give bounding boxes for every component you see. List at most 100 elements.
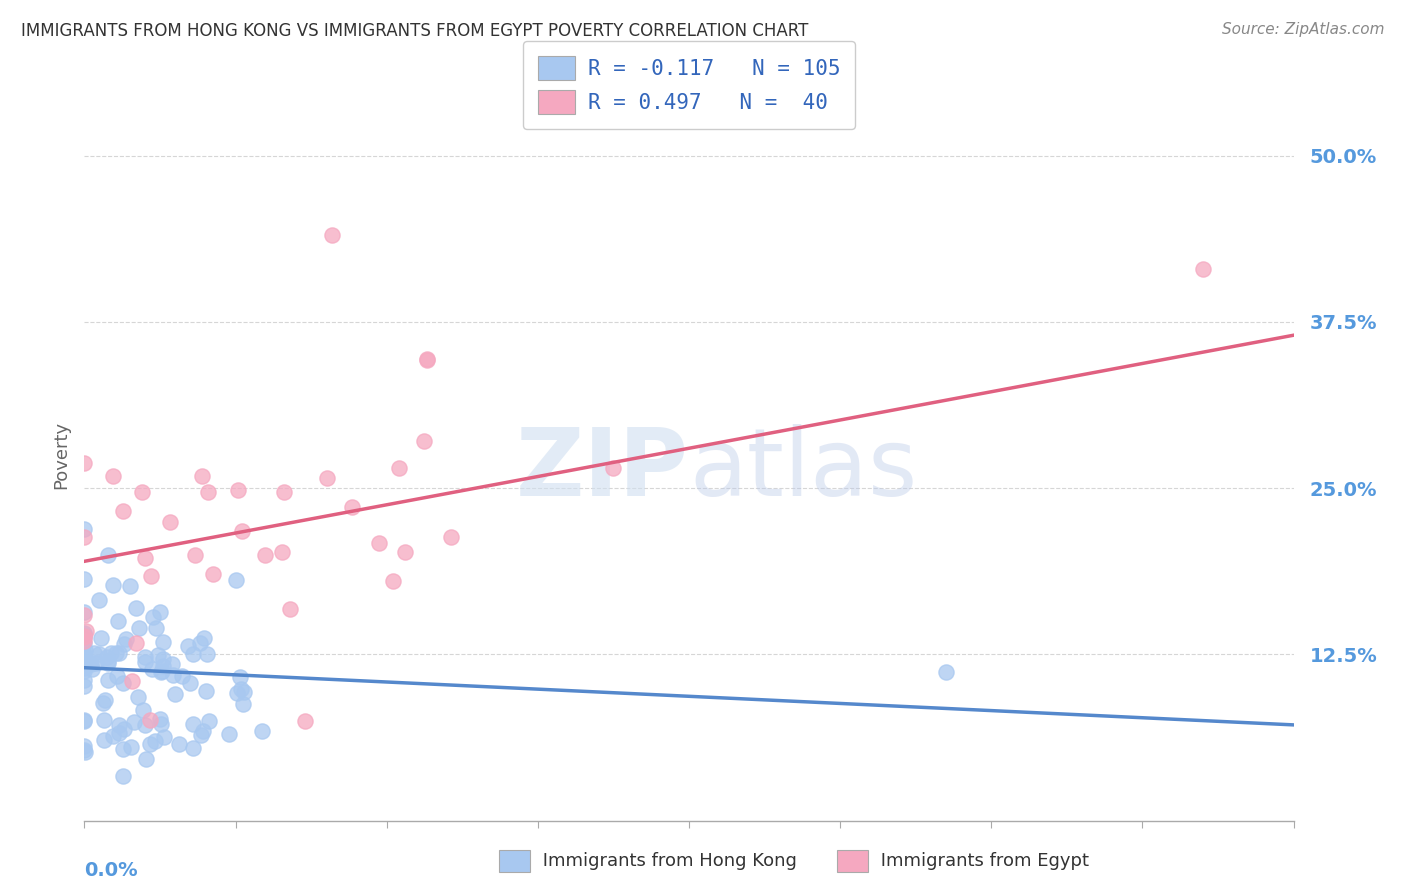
- Point: [149, 712, 172, 726]
- Point: [73, 626, 96, 640]
- Point: [197, 484, 219, 499]
- Point: [134, 551, 156, 566]
- Point: [152, 652, 174, 666]
- Point: [416, 351, 439, 366]
- Point: [73, 648, 96, 662]
- Point: [112, 637, 135, 651]
- Point: [112, 769, 135, 783]
- Point: [73, 572, 96, 586]
- Point: [416, 353, 439, 368]
- Point: [148, 648, 170, 662]
- Point: [108, 726, 131, 740]
- Point: [73, 656, 96, 670]
- Point: [193, 724, 215, 739]
- Point: [112, 503, 135, 517]
- Text: Immigrants from Egypt: Immigrants from Egypt: [875, 852, 1088, 871]
- Point: [342, 500, 364, 515]
- Point: [101, 729, 124, 743]
- Point: [394, 545, 416, 559]
- Point: [131, 485, 153, 500]
- Point: [73, 657, 96, 671]
- Point: [218, 726, 240, 740]
- Point: [149, 665, 172, 680]
- Point: [125, 636, 148, 650]
- Point: [226, 483, 249, 497]
- Point: [152, 659, 174, 673]
- Point: [135, 752, 157, 766]
- Point: [163, 687, 186, 701]
- Point: [321, 228, 343, 243]
- Point: [73, 660, 96, 674]
- Point: [253, 548, 276, 562]
- Point: [190, 728, 212, 742]
- Point: [121, 673, 143, 688]
- Point: [183, 648, 205, 662]
- Point: [104, 646, 127, 660]
- Point: [294, 714, 316, 729]
- Point: [128, 621, 150, 635]
- Point: [159, 515, 181, 529]
- Point: [87, 592, 110, 607]
- Point: [118, 578, 141, 592]
- Point: [150, 665, 173, 679]
- Point: [90, 631, 112, 645]
- Point: [381, 574, 404, 588]
- Point: [183, 740, 205, 755]
- Point: [112, 676, 135, 690]
- Point: [91, 696, 114, 710]
- Point: [388, 461, 411, 475]
- Point: [935, 665, 957, 679]
- Point: [73, 745, 96, 759]
- Point: [190, 468, 212, 483]
- Point: [193, 632, 215, 646]
- Point: [184, 549, 207, 563]
- Point: [73, 630, 96, 644]
- Point: [112, 741, 135, 756]
- Point: [1192, 261, 1215, 276]
- Point: [80, 662, 103, 676]
- Text: 0.0%: 0.0%: [84, 861, 138, 880]
- Point: [141, 662, 163, 676]
- Point: [73, 522, 96, 536]
- Point: [134, 650, 156, 665]
- Point: [141, 568, 163, 582]
- Point: [73, 636, 96, 650]
- Point: [229, 682, 252, 697]
- Point: [225, 573, 247, 587]
- Point: [179, 675, 201, 690]
- Point: [107, 646, 129, 660]
- Point: [231, 524, 253, 539]
- Point: [97, 656, 120, 670]
- Point: [143, 734, 166, 748]
- Point: [134, 655, 156, 669]
- Text: ZIP: ZIP: [516, 424, 689, 516]
- Point: [94, 693, 117, 707]
- Point: [73, 608, 96, 623]
- Legend: R = -0.117   N = 105, R = 0.497   N =  40: R = -0.117 N = 105, R = 0.497 N = 40: [523, 41, 855, 128]
- Point: [278, 602, 301, 616]
- Text: Source: ZipAtlas.com: Source: ZipAtlas.com: [1222, 22, 1385, 37]
- Point: [97, 654, 120, 668]
- Point: [73, 530, 96, 544]
- Point: [120, 739, 142, 754]
- Point: [602, 461, 624, 475]
- Point: [160, 657, 183, 671]
- Y-axis label: Poverty: Poverty: [52, 421, 70, 489]
- Point: [149, 606, 172, 620]
- Point: [93, 733, 115, 747]
- Point: [198, 714, 221, 729]
- Point: [412, 434, 434, 448]
- Point: [145, 621, 167, 635]
- Point: [73, 739, 96, 753]
- Point: [73, 664, 96, 678]
- Point: [125, 600, 148, 615]
- Point: [162, 668, 184, 682]
- Point: [73, 713, 96, 727]
- Point: [80, 657, 103, 672]
- Point: [105, 669, 128, 683]
- Point: [112, 723, 135, 737]
- Point: [73, 629, 96, 643]
- Point: [273, 485, 295, 500]
- Point: [73, 456, 96, 470]
- Point: [181, 716, 204, 731]
